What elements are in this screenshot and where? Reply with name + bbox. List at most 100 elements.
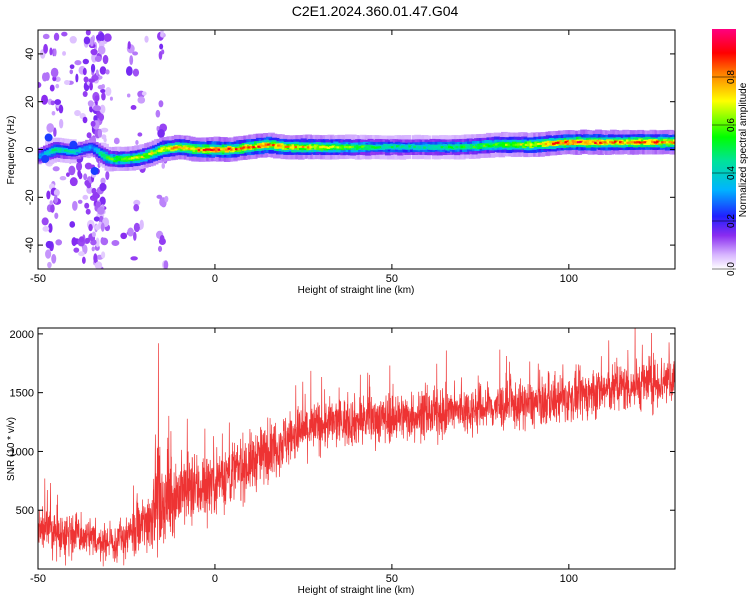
spectrum-ridge-cell [111, 158, 115, 161]
spectrum-scatter-blob [55, 83, 60, 89]
spectrum-scatter-blob [99, 182, 107, 192]
spectrum-ridge-cell [296, 145, 301, 148]
spectrum-ridge-cell [413, 145, 417, 148]
spectrum-scatter-blob [97, 128, 103, 138]
spectrum-scatter-blob [49, 84, 55, 92]
spectrum-ridge-cell [190, 147, 194, 150]
spectrum-ridge-cell [160, 148, 165, 151]
spectrum-ridge-cell [400, 145, 405, 148]
spectrum-scatter-blob [158, 51, 163, 60]
spectrum-ridge-cell [633, 141, 638, 144]
spectrum-ridge-cell [306, 146, 311, 149]
spectrum-ridge-cell [289, 146, 294, 149]
snr-y-tick-label: 1500 [10, 388, 34, 400]
colorbar-tick-label: 0.0 [726, 262, 737, 276]
spectrum-scatter-blob [53, 127, 57, 138]
spectrum-ridge-cell [557, 141, 561, 144]
spectrum-scatter-blob [109, 96, 113, 101]
colorbar-gradient [712, 29, 736, 269]
spectrum-ridge-cell [395, 145, 400, 148]
spectrum-scatter-blob [94, 55, 102, 62]
spectrum-scatter-blob [160, 30, 164, 38]
spectrum-ridge-cell [138, 155, 142, 159]
spectrum-scatter-blob [59, 176, 67, 181]
spectrum-ridge-cell [430, 146, 435, 149]
spectrum-scatter-blob [77, 199, 83, 204]
spectrum-ridge-cell [267, 143, 271, 146]
spectrum-ridge-cell [527, 143, 531, 146]
spectrum-scatter-blob [100, 222, 105, 232]
spectrum-scatter-blob [49, 200, 53, 206]
spectrogram-y-tick-label: -20 [24, 189, 36, 205]
spectrum-scatter-blob [100, 237, 105, 244]
spectrum-ridge-cell [569, 141, 574, 144]
spectrum-scatter-blob [91, 246, 95, 252]
spectrum-scatter-blob [66, 172, 70, 177]
spectrum-ridge-cell [653, 141, 658, 144]
spectrum-scatter-blob [157, 129, 165, 138]
spectrum-ridge-cell [232, 148, 237, 151]
spectrum-ridge-cell [353, 145, 358, 148]
spectrum-ridge-cell [656, 140, 660, 143]
figure-title: C2E1.2024.360.01.47.G04 [292, 3, 459, 19]
spectrum-peak-blob [69, 140, 78, 149]
spectrum-ridge-cell [581, 141, 586, 144]
spectrum-ridge-cell [103, 155, 108, 158]
spectrum-ridge-cell [606, 140, 611, 143]
spectrum-scatter-blob [125, 66, 133, 76]
spectrum-ridge-cell [242, 146, 247, 149]
spectrum-ridge-cell [594, 141, 598, 144]
spectrum-scatter-blob [54, 99, 62, 106]
spectrum-scatter-blob [130, 105, 137, 110]
spectrum-ridge-cell [227, 147, 232, 150]
spectrum-ridge-cell [324, 146, 328, 149]
spectrum-scatter-blob [88, 78, 96, 83]
spectrum-ridge-cell [552, 142, 556, 145]
spectrum-scatter-blob [95, 69, 99, 77]
spectrum-ridge-cell [482, 144, 487, 147]
spectrum-ridge-cell [202, 148, 207, 152]
spectrum-ridge-cell [341, 145, 346, 149]
spectrum-scatter-blob [45, 240, 53, 249]
spectrum-scatter-blob [38, 81, 42, 89]
spectrum-ridge-cell [93, 148, 98, 151]
spectrum-ridge-cell [39, 154, 43, 157]
spectrum-ridge-cell [559, 141, 564, 144]
spectrum-scatter-blob [159, 43, 164, 50]
spectrum-ridge-cell [356, 146, 360, 149]
spectrum-scatter-blob [48, 223, 53, 233]
spectrum-scatter-blob [53, 48, 57, 57]
spectrum-ridge-cell [666, 141, 670, 144]
spectrum-ridge-cell [222, 148, 227, 151]
spectrum-ridge-cell [366, 146, 370, 149]
spectrum-ridge-cell [658, 141, 663, 144]
spectrum-scatter-blob [94, 261, 103, 269]
spectrum-scatter-blob [164, 195, 169, 203]
spectrum-scatter-blob [100, 177, 106, 185]
spectrum-scatter-blob [158, 100, 164, 108]
spectrum-ridge-cell [348, 146, 353, 149]
spectrum-scatter-blob [101, 92, 106, 101]
spectrum-scatter-blob [133, 204, 140, 212]
spectrum-ridge-cell [512, 143, 517, 147]
spectrum-scatter-blob [42, 33, 50, 40]
spectrum-ridge-cell [121, 158, 125, 161]
spectrum-ridge-cell [108, 157, 113, 160]
colorbar-label: Normalized spectral amplitude [738, 82, 749, 217]
spectrum-ridge-cell [294, 145, 299, 149]
spectrum-ridge-cell [244, 146, 249, 149]
spectrum-ridge-cell [450, 146, 455, 149]
spectrum-ridge-cell [116, 157, 120, 160]
spectrum-scatter-blob [157, 245, 163, 252]
spectrum-ridge-cell [346, 146, 351, 149]
spectrum-scatter-blob [133, 231, 137, 241]
spectrum-ridge-cell [440, 146, 445, 149]
spectrum-ridge-cell [133, 156, 138, 159]
colorbar-tick-label: 0.2 [726, 214, 737, 228]
spectrum-ridge-cell [398, 146, 403, 149]
spectrum-ridge-cell [41, 153, 46, 156]
spectrum-scatter-blob [53, 194, 58, 204]
spectrum-ridge-cell [148, 152, 152, 155]
spectrum-ridge-cell [428, 145, 432, 148]
spectrum-ridge-cell [361, 145, 365, 148]
